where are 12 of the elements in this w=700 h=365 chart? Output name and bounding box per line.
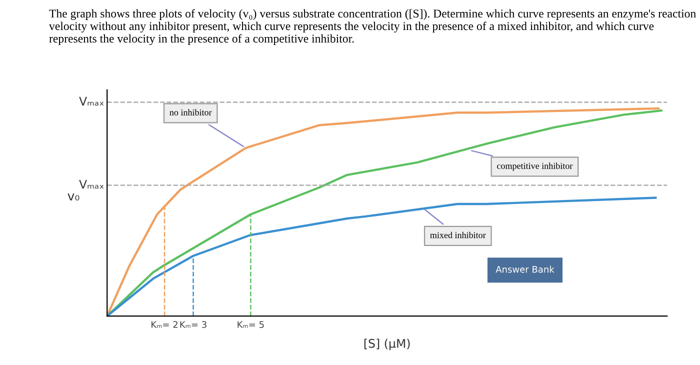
y-axis-title: v₀ <box>68 194 80 200</box>
chart-title: The graph shows three plots of velocity (v₀) versus substrate concentration ([S]). Determine which curve represents an enzyme's reaction velocity without any inhibitor present, which curve represents the velocity in the presence of a mixed inhibitor, and which curve represents the velocity in the presence of a competitive inhibitor. <box>49 9 696 46</box>
annotation: competitive inhibitor <box>497 162 573 171</box>
x-axis-title: [S] (μM) <box>364 338 410 350</box>
annotation: mixed inhibitor <box>430 232 486 238</box>
x-tick-label: Kₘ= 5 <box>238 321 264 328</box>
ref-line-label: Vₘₐₓ <box>79 96 104 106</box>
x-tick-label: Kₘ= 2 <box>152 321 178 328</box>
x-tick-label: Kₘ= 3 <box>180 321 206 328</box>
annotation: no inhibitor <box>170 109 212 116</box>
annotation: Answer Bank <box>496 266 554 273</box>
ref-line-label: Vₘₐₓ <box>79 180 104 189</box>
